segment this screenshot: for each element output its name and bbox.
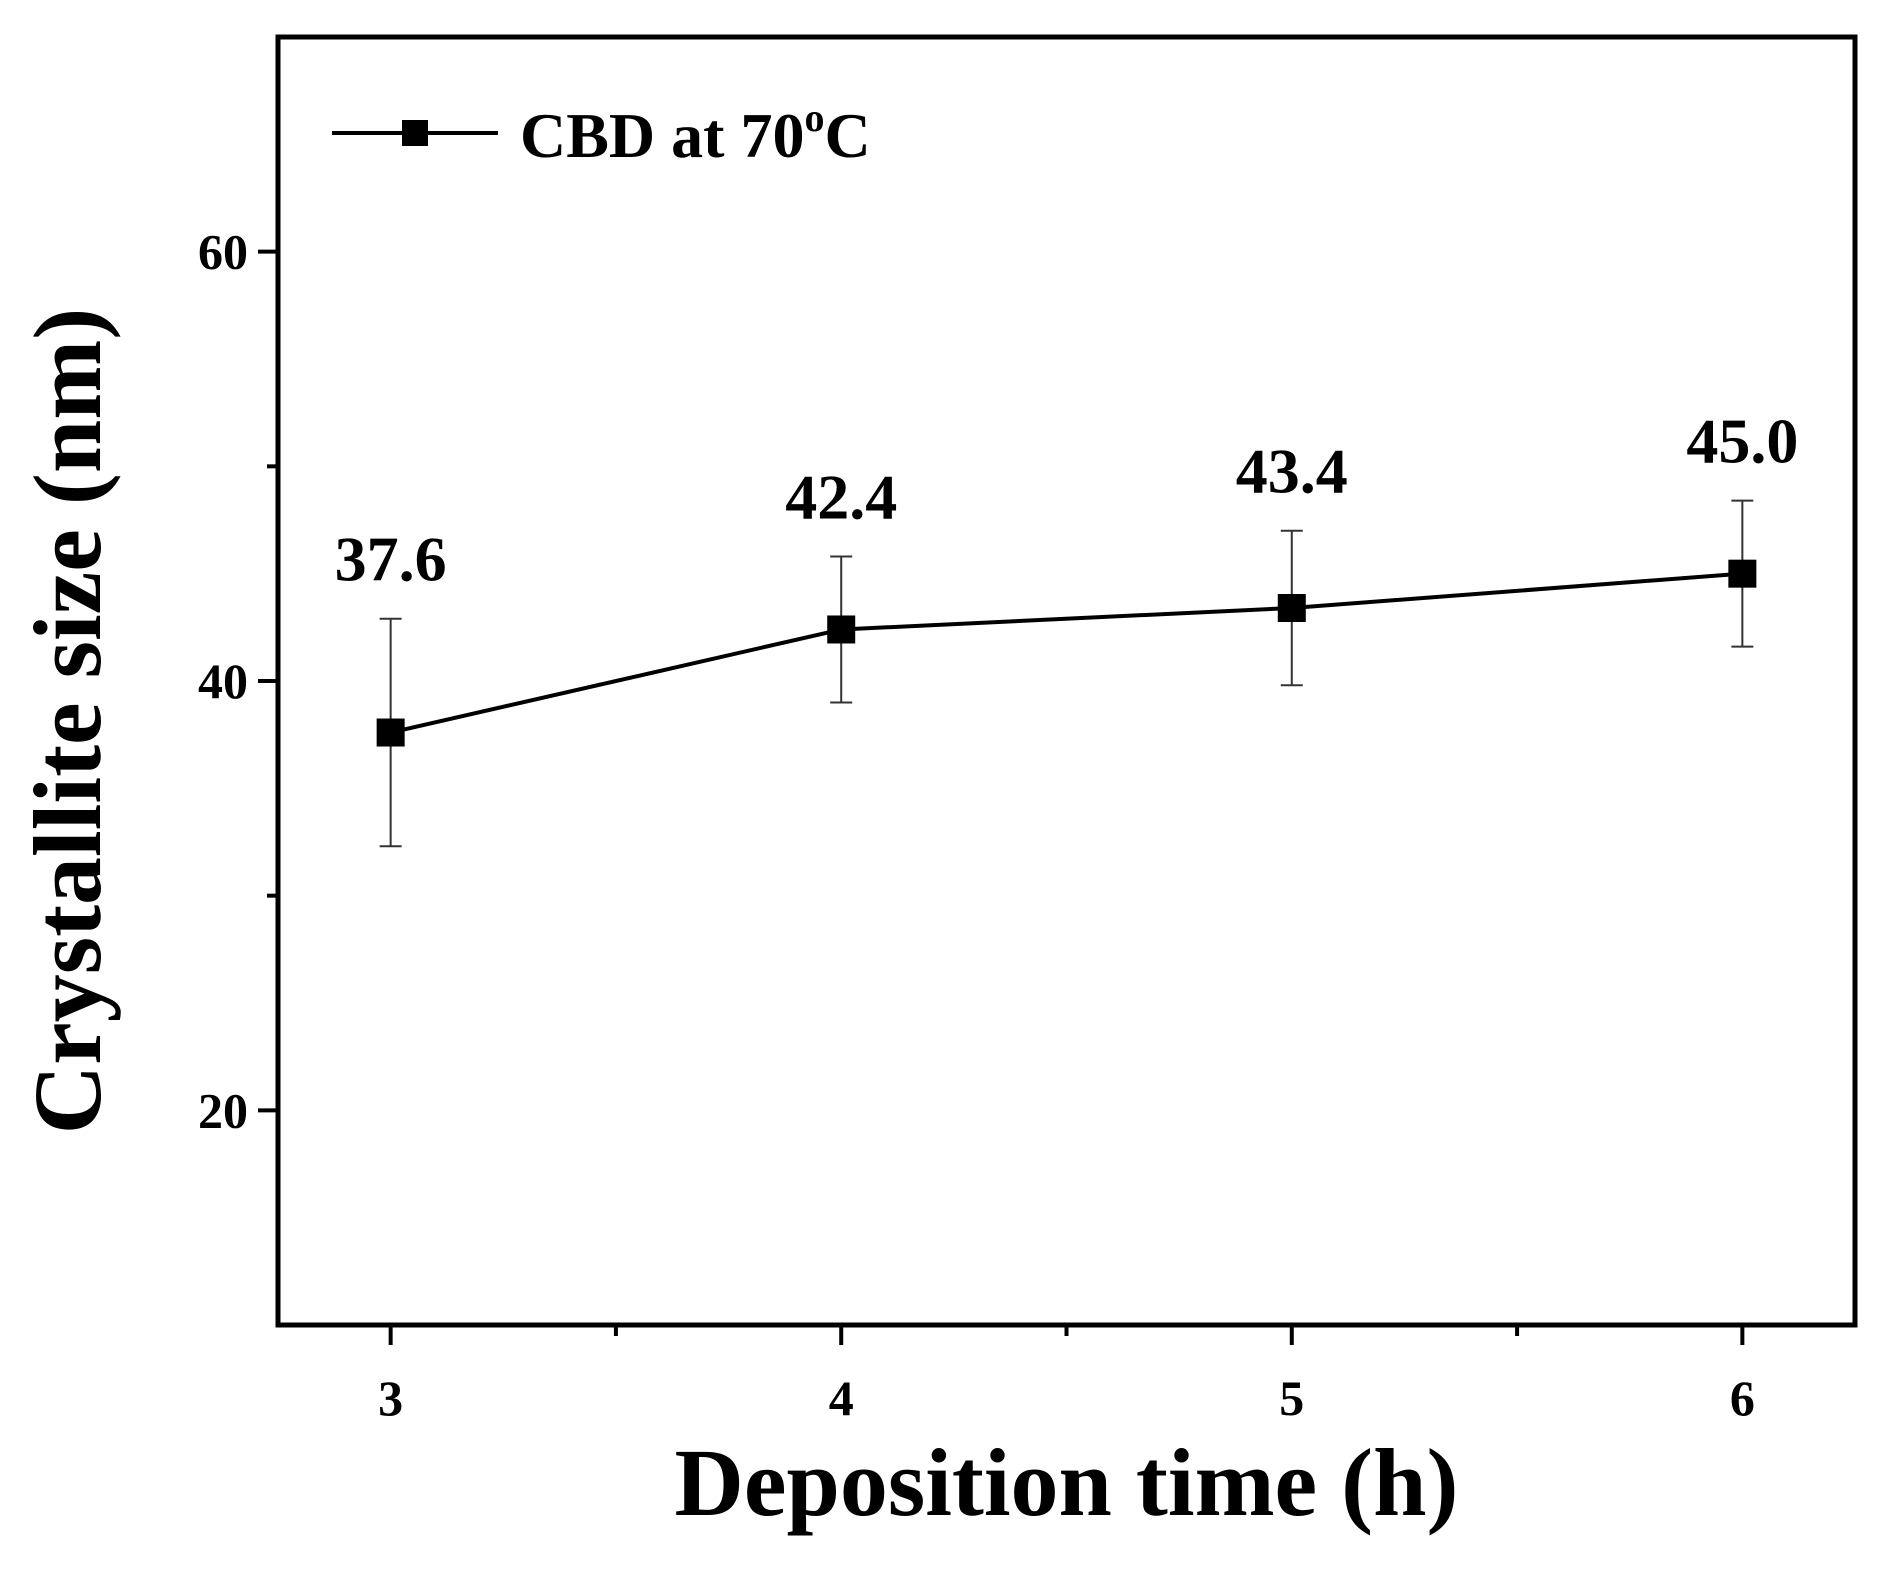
y-tick-label: 40	[198, 653, 248, 709]
y-axis-title: Crystallite size (nm)	[14, 308, 121, 1134]
legend-label-unit: C	[824, 100, 870, 171]
legend-square-marker	[402, 120, 428, 146]
x-tick-label: 3	[378, 1370, 403, 1426]
errorbars-layer	[379, 499, 1754, 848]
ticks-layer: 3 4 5 6 20 40 60	[198, 224, 1755, 1426]
labels-layer: 37.6 42.4 43.4 45.0	[335, 406, 1799, 595]
data-label: 43.4	[1236, 436, 1348, 507]
legend-label-degree: o	[804, 95, 824, 140]
series-layer	[376, 559, 1757, 747]
legend: CBD at 70oC	[332, 95, 871, 171]
y-tick-label: 20	[198, 1082, 248, 1138]
legend-label: CBD at 70oC	[520, 95, 871, 171]
x-tick-label: 5	[1279, 1370, 1304, 1426]
data-label: 45.0	[1686, 406, 1798, 477]
y-tick-label: 60	[198, 224, 248, 280]
x-axis-title: Deposition time (h)	[675, 1429, 1459, 1536]
data-label: 42.4	[785, 461, 897, 532]
data-point-marker	[1728, 559, 1757, 588]
x-tick-label: 4	[829, 1370, 854, 1426]
legend-label-main: CBD at 70	[520, 100, 804, 171]
data-point-marker	[376, 718, 405, 747]
x-tick-label: 6	[1730, 1370, 1755, 1426]
plot-frame	[275, 34, 1858, 1328]
data-point-marker	[1277, 594, 1306, 623]
data-point-marker	[827, 615, 856, 644]
series-line	[390, 571, 1743, 735]
data-label: 37.6	[335, 524, 447, 595]
